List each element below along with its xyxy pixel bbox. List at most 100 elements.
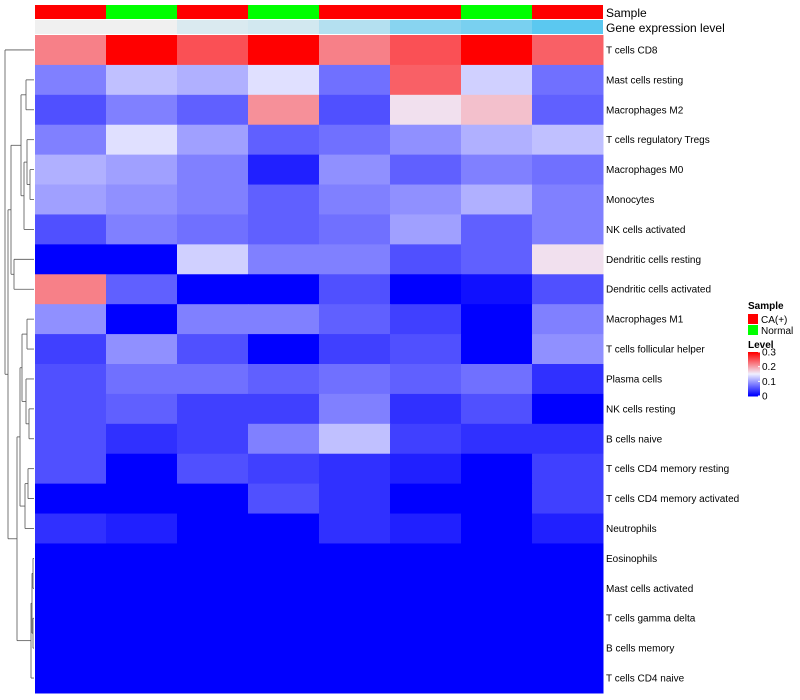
heatmap-cell	[35, 393, 107, 425]
heatmap-cell	[319, 513, 391, 544]
heatmap-cell	[532, 393, 604, 425]
row-label: Eosinophils	[606, 554, 657, 565]
heatmap-cell	[390, 154, 462, 186]
expression-annotation-cell	[106, 20, 177, 34]
legend-colorbar-segment	[748, 363, 760, 365]
heatmap-cell	[248, 124, 320, 156]
heatmap-cell	[106, 603, 178, 634]
heatmap-cell	[532, 274, 604, 305]
legend-tick-label: 0.1	[762, 377, 776, 388]
heatmap-cell	[461, 573, 533, 604]
row-label: B cells memory	[606, 644, 674, 655]
heatmap-cell	[177, 393, 249, 425]
heatmap-cell	[390, 184, 462, 215]
heatmap-cell	[532, 94, 604, 126]
legend-tick-label: 0.2	[762, 362, 776, 373]
row-label: Monocytes	[606, 195, 654, 206]
heatmap-cell	[461, 304, 533, 335]
heatmap-cell	[461, 453, 533, 485]
heatmap-cell	[35, 423, 107, 455]
heatmap-cell	[248, 304, 320, 335]
heatmap-cell	[461, 274, 533, 305]
legend-colorbar-segment	[748, 352, 760, 354]
row-label: T cells CD4 memory resting	[606, 464, 729, 475]
legend-colorbar-segment	[748, 389, 760, 391]
heatmap-cell	[319, 244, 391, 275]
heatmap-cell	[248, 423, 320, 455]
legend-sample-swatch	[748, 314, 758, 324]
heatmap-cell	[390, 633, 462, 664]
heatmap-cell	[319, 453, 391, 485]
expression-annotation-cell	[35, 20, 106, 34]
heatmap-cell	[461, 154, 533, 186]
expression-annotation-cell	[248, 20, 319, 34]
heatmap-cell	[248, 94, 320, 126]
legend-colorbar-segment	[748, 372, 760, 374]
heatmap-cell	[248, 453, 320, 485]
legend-colorbar-segment	[748, 371, 760, 373]
legend-colorbar-segment	[748, 388, 760, 390]
legend-colorbar-segment	[748, 390, 760, 392]
heatmap-cell	[461, 94, 533, 126]
heatmap-cell	[390, 453, 462, 485]
heatmap-cell	[248, 633, 320, 664]
heatmap-cell	[319, 35, 391, 66]
row-label: B cells naive	[606, 434, 663, 445]
legend-colorbar-segment	[748, 378, 760, 380]
heatmap-cell	[248, 483, 320, 515]
heatmap-cell	[177, 35, 249, 66]
heatmap-cell	[532, 64, 604, 96]
heatmap-cell	[177, 423, 249, 455]
heatmap-cell	[248, 663, 320, 694]
heatmap-cell	[35, 603, 107, 634]
heatmap-cell	[461, 393, 533, 425]
sample-annotation-cell	[248, 5, 319, 19]
legend-colorbar-segment	[748, 366, 760, 368]
expression-annotation-cell	[319, 20, 390, 34]
heatmap-cell	[248, 64, 320, 96]
heatmap-cell	[35, 304, 107, 335]
heatmap-cell	[319, 633, 391, 664]
heatmap-cell	[390, 483, 462, 515]
legend-colorbar-segment	[748, 369, 760, 371]
heatmap-cell	[35, 573, 107, 604]
heatmap-cell	[461, 214, 533, 245]
legend-colorbar-segment	[748, 353, 760, 355]
heatmap-cell	[35, 35, 107, 66]
heatmap-cell	[319, 304, 391, 335]
legend-colorbar-segment	[748, 395, 760, 397]
legend-colorbar-segment	[748, 394, 760, 396]
legend-colorbar-segment	[748, 365, 760, 367]
heatmap-cell	[248, 603, 320, 634]
expression-annotation-cell	[461, 20, 532, 34]
heatmap-cell	[35, 94, 107, 126]
row-label: Dendritic cells activated	[606, 285, 711, 296]
sample-annotation-cell	[532, 5, 603, 19]
legend-colorbar-segment	[748, 375, 760, 377]
sample-annotation-cell	[35, 5, 106, 19]
heatmap-cell	[532, 334, 604, 365]
legend-colorbar-segment	[748, 368, 760, 370]
heatmap-cell	[319, 124, 391, 156]
heatmap-cell	[35, 244, 107, 275]
heatmap-cell	[106, 364, 178, 395]
heatmap-cell	[390, 214, 462, 245]
heatmap-cell	[319, 64, 391, 96]
heatmap-cell	[319, 94, 391, 126]
heatmap-cell	[532, 603, 604, 634]
heatmap-cell	[248, 214, 320, 245]
heatmap-cell	[248, 513, 320, 544]
heatmap-cell	[532, 483, 604, 515]
heatmap-cell	[177, 304, 249, 335]
heatmap-cell	[532, 35, 604, 66]
legend-colorbar-segment	[748, 393, 760, 395]
heatmap-cell	[248, 364, 320, 395]
heatmap-cell	[532, 124, 604, 156]
legend-colorbar-segment	[748, 374, 760, 376]
row-label: NK cells activated	[606, 225, 685, 236]
legend-colorbar-segment	[748, 384, 760, 386]
heatmap-cell	[35, 334, 107, 365]
heatmap-cell	[248, 543, 320, 574]
heatmap-cell	[319, 274, 391, 305]
